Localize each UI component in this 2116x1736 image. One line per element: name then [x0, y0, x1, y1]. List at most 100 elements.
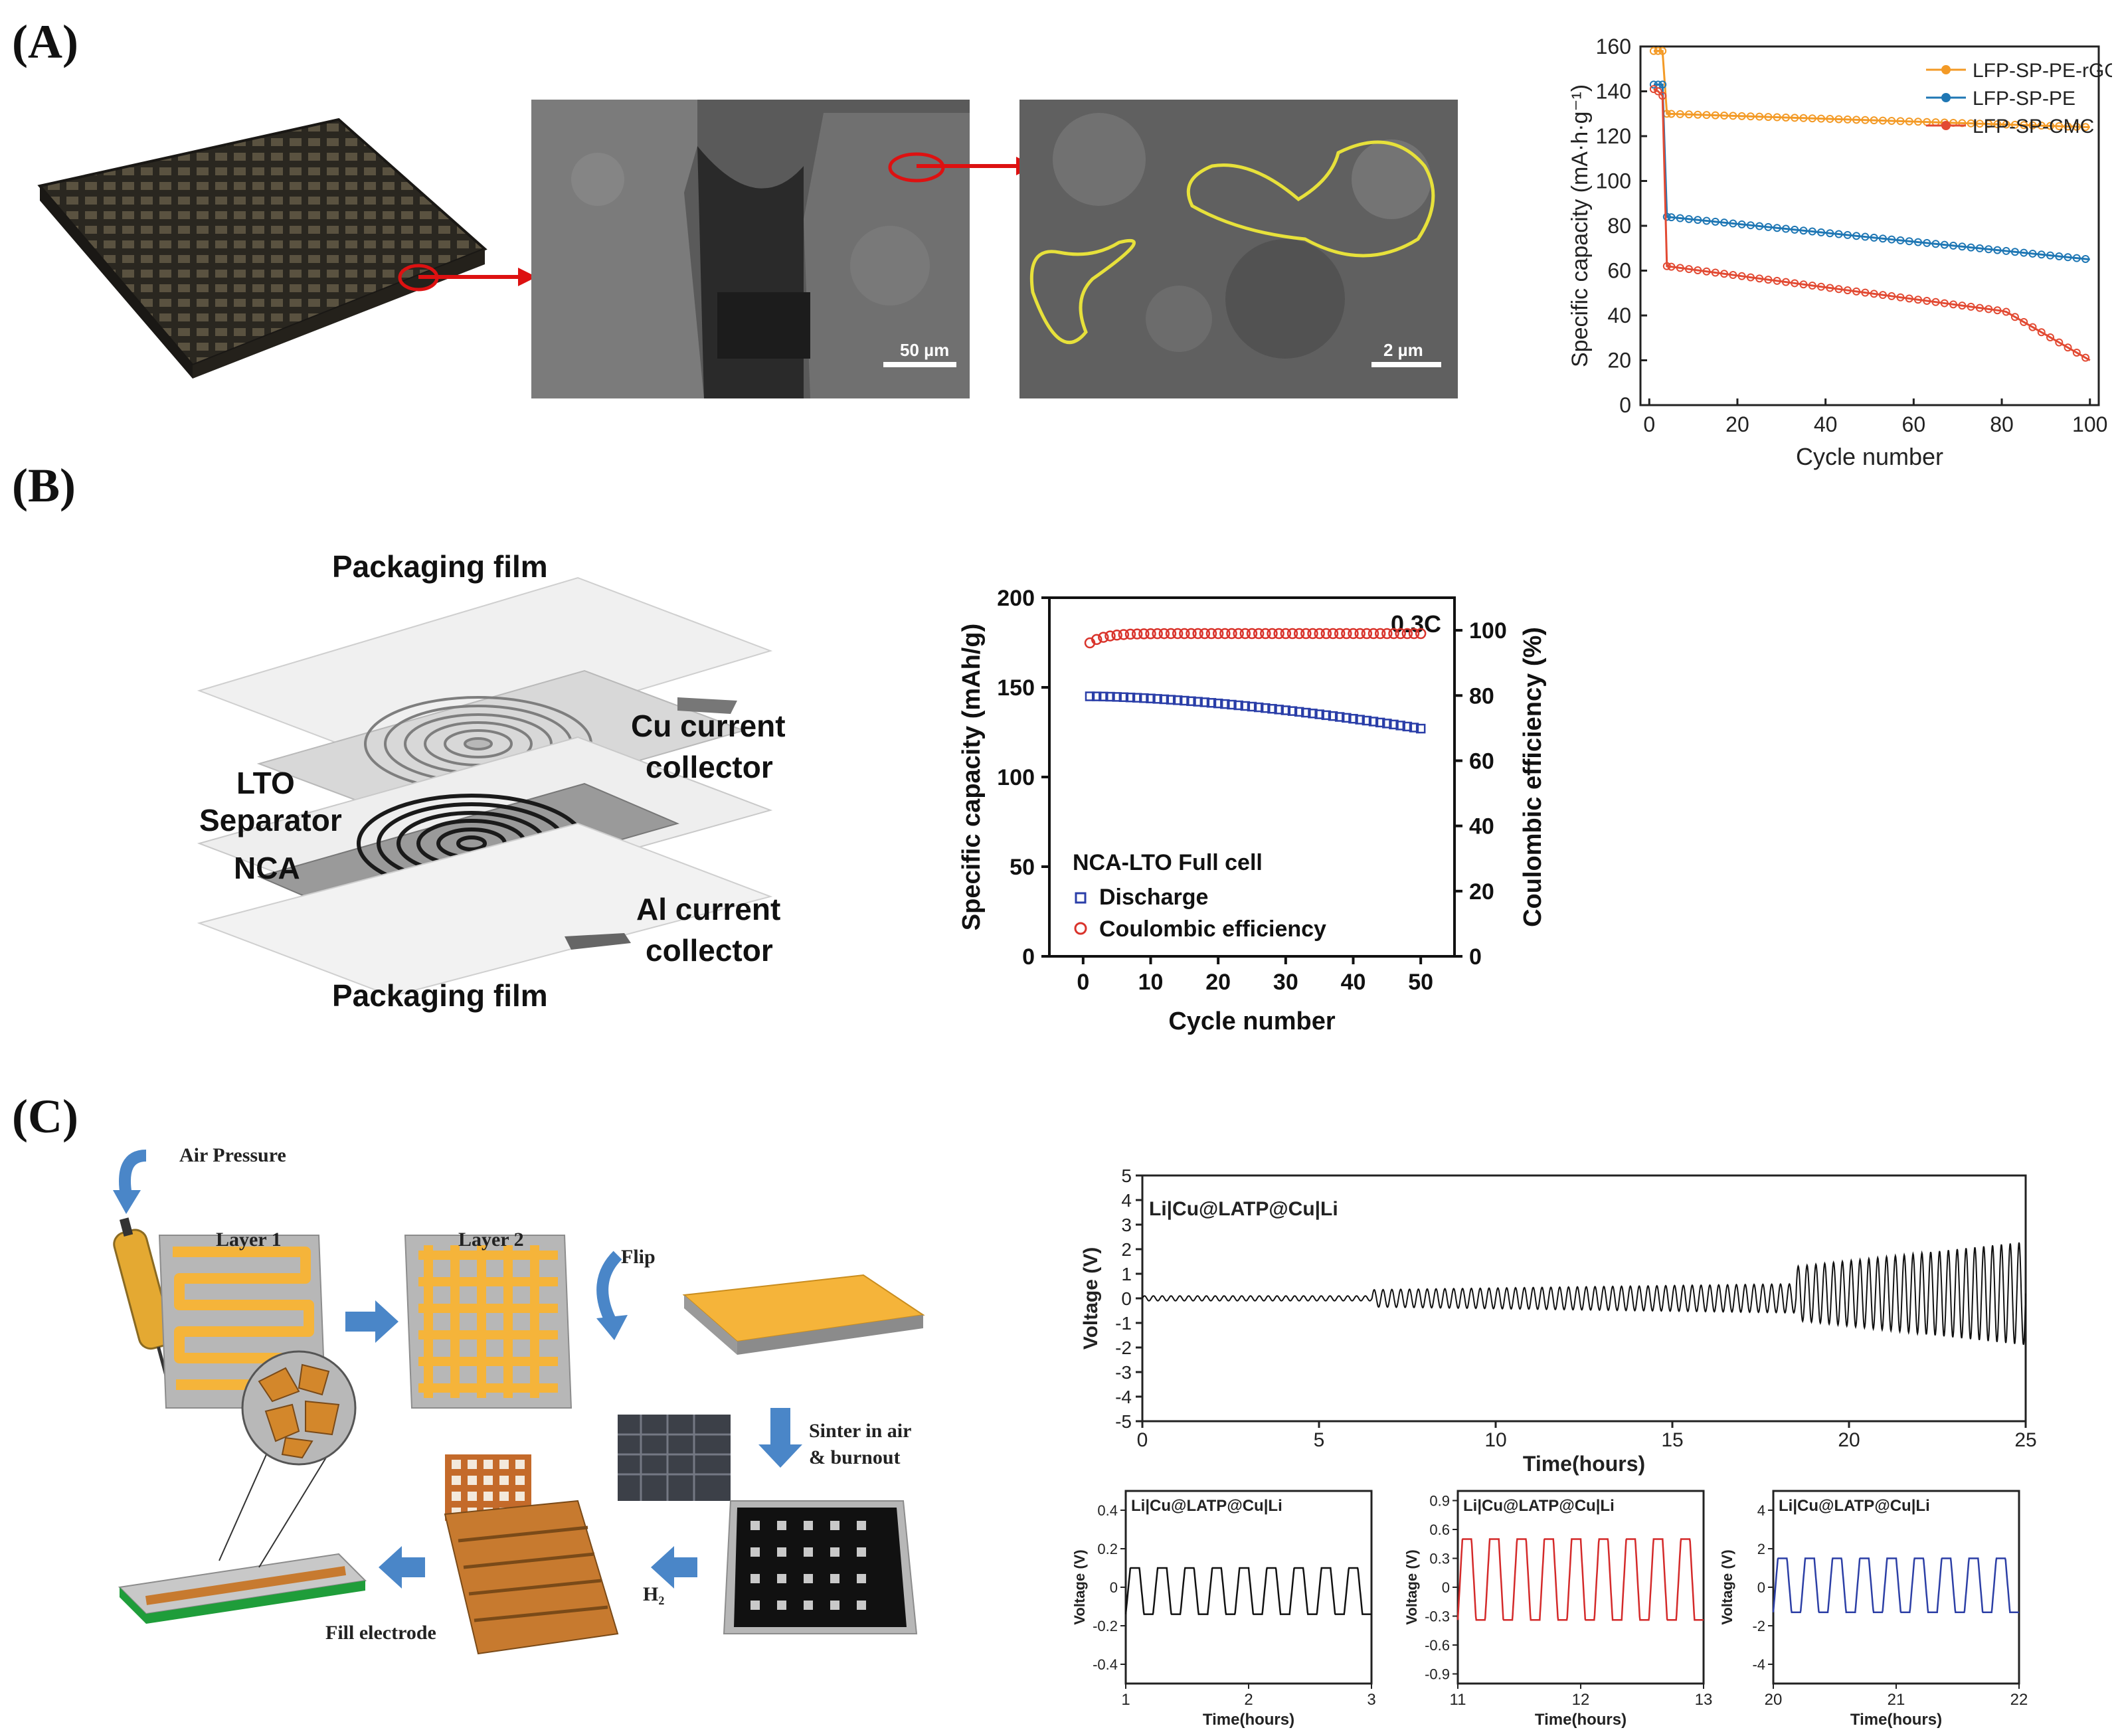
chart-title: Li|Cu@LATP@Cu|Li: [1463, 1497, 1615, 1515]
data-point: [1667, 110, 1676, 118]
data-point: [1834, 285, 1843, 294]
y-axis-label: Voltage (V): [1071, 1549, 1088, 1624]
data-point: [1905, 117, 1913, 126]
data-point: [1861, 288, 1870, 297]
data-point: [1870, 116, 1878, 125]
data-point: [2046, 122, 2055, 130]
y-tick-label: 140: [1596, 80, 1631, 104]
discharge-point: [1375, 717, 1385, 728]
discharge-point: [1328, 711, 1338, 721]
discharge-point: [1415, 723, 1426, 734]
ce-point: [1219, 628, 1231, 640]
series-line-LFP-SP-CMC: [1653, 88, 2091, 361]
flexible-battery-schematic: [197, 576, 773, 998]
discharge-point: [1274, 705, 1284, 715]
data-point: [1993, 120, 2002, 129]
legend-label: LFP-SP-CMC: [1973, 116, 2094, 137]
data-point: [1808, 114, 1816, 123]
y-tick-label: 0.3: [1429, 1551, 1450, 1567]
data-point: [1729, 219, 1737, 228]
scale-label: 50 µm: [900, 340, 950, 360]
data-point: [1791, 279, 1799, 288]
y-tick-label: -0.6: [1425, 1637, 1450, 1654]
y-right-axis-label: Coulombic efficiency (%): [1519, 627, 1547, 927]
data-point: [2081, 254, 2090, 263]
data-point: [1913, 118, 1922, 126]
panel-c-label: (C): [12, 1090, 78, 1143]
data-point: [1923, 297, 1931, 305]
y-right-tick-label: 20: [1469, 879, 1494, 905]
discharge-point: [1301, 707, 1311, 718]
data-point: [1888, 235, 1896, 244]
data-point: [2081, 123, 2090, 131]
data-point: [1923, 238, 1931, 247]
label-flip: Flip: [621, 1246, 656, 1268]
y-tick-label: 0: [1442, 1579, 1450, 1596]
y-tick-label: 4: [1121, 1190, 1132, 1211]
data-point: [1913, 238, 1922, 246]
ce-point: [1158, 628, 1170, 640]
data-point: [1958, 302, 1967, 310]
label-packaging-top: Packaging film: [332, 549, 548, 584]
data-point: [1729, 112, 1737, 120]
ce-point: [1388, 628, 1399, 640]
data-point: [2055, 122, 2064, 131]
data-point: [2010, 120, 2019, 129]
ce-point: [1307, 628, 1318, 640]
discharge-point: [1368, 717, 1379, 727]
ce-point: [1273, 628, 1284, 640]
ce-point: [1124, 628, 1136, 640]
discharge-point: [1294, 707, 1304, 717]
discharge-point: [1139, 693, 1149, 703]
data-point: [2010, 313, 2019, 321]
y-tick-label: 0: [1757, 1579, 1765, 1596]
x-axis-label: Time(hours): [1203, 1711, 1294, 1729]
y-axis-label: Voltage (V): [1080, 1247, 1102, 1349]
data-point: [1649, 80, 1658, 89]
data-point: [1694, 216, 1702, 224]
data-point: [2055, 338, 2064, 347]
y-axis-label: Specific capacity (mA·h·g⁻¹): [1567, 84, 1593, 367]
data-point: [1834, 230, 1843, 238]
data-point: [1676, 214, 1684, 222]
data-point: [1702, 217, 1711, 225]
y-tick-label: 120: [1596, 124, 1631, 148]
ce-point: [1280, 628, 1292, 640]
x-tick-label: 100: [2072, 412, 2107, 436]
data-point: [1773, 113, 1781, 122]
data-point: [1905, 237, 1913, 246]
data-point: [1791, 225, 1799, 234]
discharge-point: [1233, 700, 1243, 711]
data-point: [1958, 242, 1967, 251]
ce-point: [1104, 630, 1116, 642]
discharge-point: [1395, 721, 1405, 731]
data-point: [1791, 114, 1799, 122]
legend-marker: [1941, 65, 1951, 74]
data-point: [1826, 229, 1834, 238]
data-point: [1764, 113, 1773, 122]
label-sinter-1: Sinter in air: [809, 1420, 912, 1442]
ce-point: [1233, 628, 1244, 640]
data-point: [1949, 300, 1958, 309]
data-point: [1888, 117, 1896, 126]
data-point: [2081, 353, 2090, 362]
discharge-point: [1362, 715, 1372, 726]
y-tick-label: 160: [1596, 35, 1631, 58]
data-point: [1781, 224, 1790, 233]
ce-point: [1186, 628, 1197, 640]
legend-title: NCA-LTO Full cell: [1073, 850, 1263, 875]
y-tick-label: 4: [1757, 1502, 1765, 1519]
label-cu-collector-2: collector: [646, 750, 773, 784]
data-point: [1711, 217, 1719, 226]
label-separator: Separator: [199, 803, 342, 837]
x-tick-label: 10: [1138, 970, 1164, 995]
x-tick-label: 20: [1838, 1429, 1860, 1451]
data-point: [1720, 270, 1729, 278]
chart-c-voltage-main: 0 5 10 15 20 25 -5 -4 -3 -2 -1 0 1 2 3 4 5 Time(hours) Vol…: [1080, 1166, 2037, 1476]
ce-point: [1415, 628, 1427, 640]
data-point: [1658, 80, 1667, 89]
data-point: [1975, 120, 1984, 128]
y-axis-label: Voltage (V): [1719, 1549, 1735, 1624]
scale-label: 2 µm: [1383, 340, 1423, 360]
data-point: [2002, 120, 2010, 129]
